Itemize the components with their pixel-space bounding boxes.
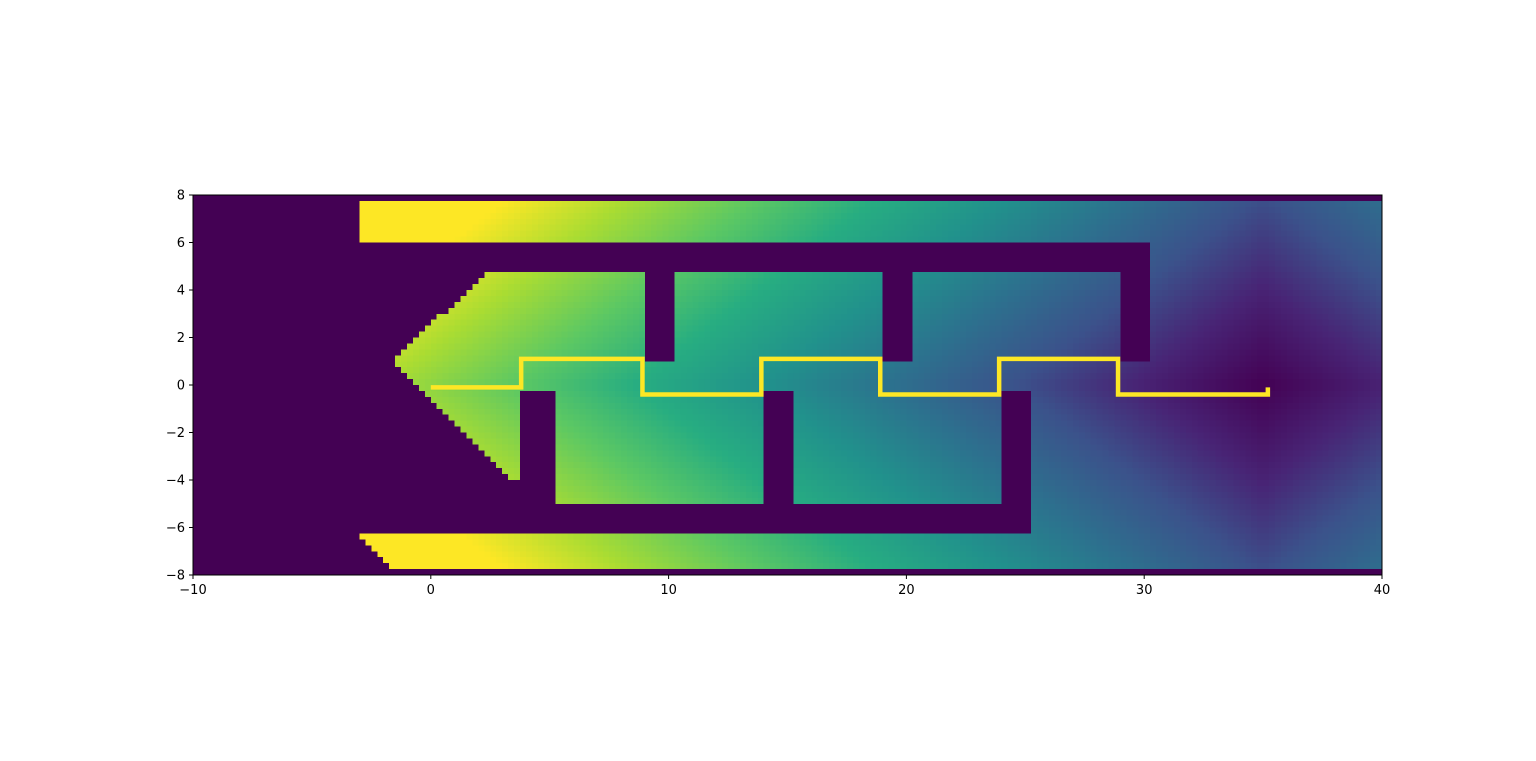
x-tick-label: 10 — [660, 583, 677, 598]
plot-area — [192, 194, 1383, 576]
y-tick-label: 6 — [177, 236, 185, 251]
x-tick-label: 20 — [898, 583, 915, 598]
heatmap-image — [193, 195, 1382, 575]
x-tick-label: 40 — [1374, 583, 1391, 598]
y-tick-label: −6 — [166, 521, 185, 536]
y-tick-label: 2 — [177, 331, 185, 346]
x-tick-label: 0 — [427, 583, 435, 598]
x-axis: −10 0 10 20 30 40 — [179, 575, 1390, 598]
series-layer — [430, 356, 1271, 397]
y-tick-label: 0 — [177, 379, 185, 394]
y-tick-label: 4 — [177, 284, 185, 299]
y-tick-label: −2 — [166, 426, 185, 441]
y-tick-label: −8 — [166, 569, 185, 584]
y-tick-label: 8 — [177, 189, 185, 204]
x-tick-label: −10 — [179, 583, 206, 598]
y-tick-label: −4 — [166, 474, 185, 489]
y-axis: −8 −6 −4 −2 0 2 4 6 8 — [166, 189, 193, 584]
x-tick-label: 30 — [1136, 583, 1153, 598]
path-line-0 — [430, 356, 1271, 397]
